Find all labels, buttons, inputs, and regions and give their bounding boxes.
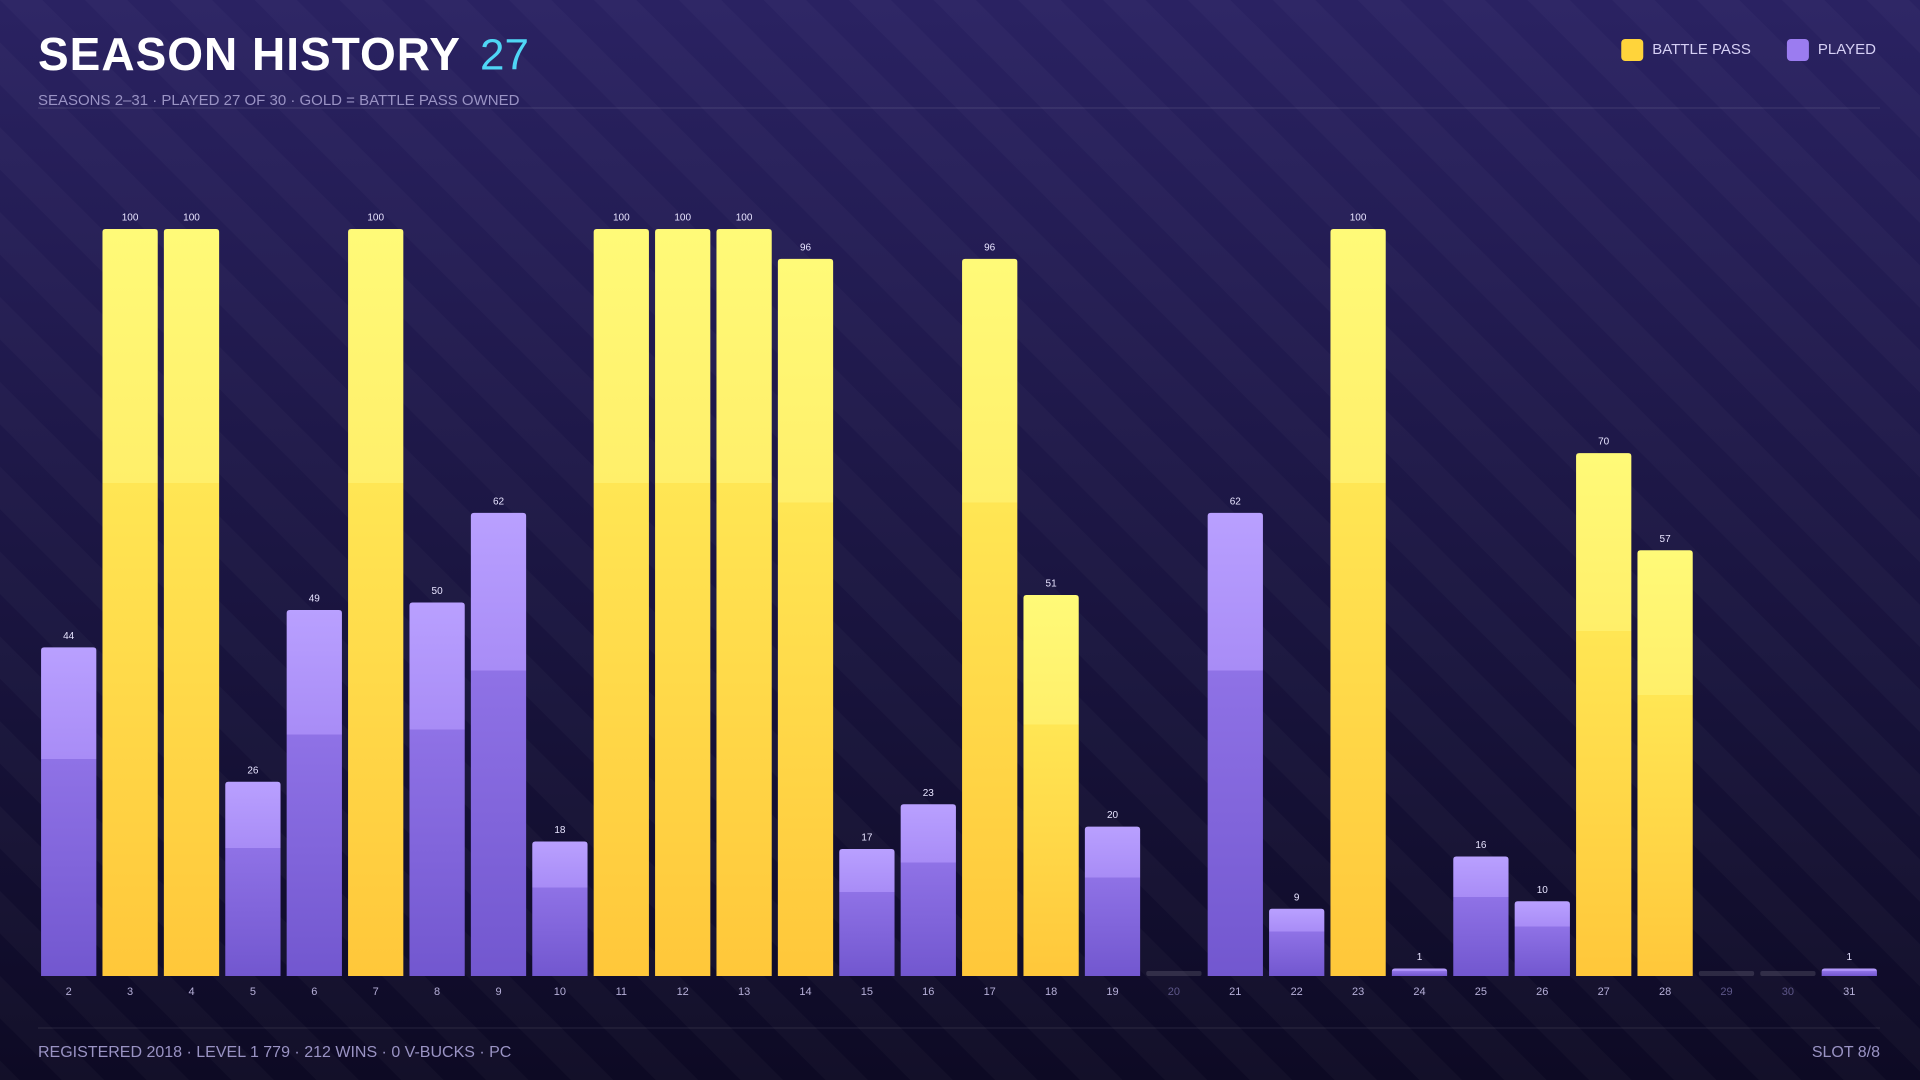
bar [777,258,834,976]
value-label: 96 [800,243,812,254]
bar [1637,550,1693,976]
value-label: 1 [1847,952,1853,963]
value-label: 100 [736,213,753,224]
x-tick-label: 16 [922,986,934,998]
bar [1330,229,1386,976]
bar [1269,908,1325,976]
x-tick-label: 21 [1229,986,1241,998]
x-tick-label: 31 [1843,986,1855,998]
value-label: 100 [613,213,630,224]
x-tick-label: 28 [1659,986,1671,998]
legend-label: BATTLE PASS [1652,41,1751,58]
x-tick-label: 13 [738,986,750,998]
x-tick-label: 19 [1106,986,1118,998]
x-tick-label: 25 [1475,986,1487,998]
value-label: 51 [1046,579,1058,590]
bar [532,841,588,976]
x-tick-label: 29 [1720,986,1732,998]
empty-slot [1698,971,1755,976]
value-label: 17 [861,833,873,844]
value-label: 18 [554,825,566,836]
value-label: 62 [493,497,505,508]
value-label: 100 [183,213,200,224]
bar [1453,856,1509,976]
legend: PLAYED BATTLE PASS [1621,39,1876,61]
x-tick-label: 5 [250,986,256,998]
x-tick-label: 22 [1291,986,1303,998]
value-label: 10 [1537,885,1549,896]
x-tick-label: 9 [495,986,501,998]
x-tick-label: 15 [861,986,873,998]
season-count: 27 [480,31,529,80]
x-tick-label: 14 [799,986,811,998]
bar [286,609,342,976]
footer-stats: REGISTERED 2018 · LEVEL 1 779 · 212 WINS… [38,1044,511,1061]
x-tick-label: 20 [1168,986,1180,998]
bar [41,647,97,976]
x-tick-label: 12 [677,986,689,998]
bar [348,229,404,976]
x-tick-label: 30 [1782,986,1794,998]
empty-slot [1146,971,1202,976]
value-label: 16 [1475,840,1487,851]
legend-label: PLAYED [1818,41,1876,58]
x-tick-label: 24 [1413,986,1425,998]
bar [1514,901,1570,976]
bar [1084,826,1141,976]
value-label: 70 [1598,437,1610,448]
legend-swatch [1786,39,1809,61]
bar [655,229,711,976]
footer-slot: SLOT 8/8 [1812,1044,1880,1061]
x-tick-label: 10 [554,986,566,998]
x-tick-label: 11 [616,986,627,998]
bar [1391,968,1448,976]
value-label: 49 [309,594,321,605]
bar [409,602,465,976]
x-tick-label: 26 [1536,986,1548,998]
bar [1576,453,1632,977]
x-tick-label: 8 [434,986,440,998]
value-label: 23 [923,788,935,799]
value-label: 26 [247,765,259,776]
bar [1821,968,1877,976]
x-tick-label: 17 [984,986,996,998]
bar [962,258,1018,976]
legend-swatch [1621,39,1644,61]
value-label: 100 [122,213,139,224]
value-label: 1 [1417,952,1423,963]
x-tick-label: 4 [188,986,194,998]
bar [716,229,772,976]
plot: 4421003100426549610075086291810100111001… [41,213,1877,998]
bar [163,229,220,976]
value-label: 50 [432,586,444,597]
x-tick-label: 23 [1352,986,1364,998]
x-tick-label: 7 [373,986,379,998]
bar [593,229,649,976]
title: SEASON HISTORY [38,28,461,80]
bar [1207,512,1263,976]
value-label: 100 [1350,213,1367,224]
bar [225,781,281,976]
bar [102,229,158,976]
value-label: 9 [1294,892,1300,903]
value-label: 20 [1107,810,1119,821]
x-tick-label: 18 [1045,986,1057,998]
value-label: 96 [984,243,996,254]
value-label: 100 [674,213,691,224]
bar [900,804,956,976]
bar [1023,595,1079,976]
value-label: 44 [63,631,75,642]
x-tick-label: 6 [311,986,317,998]
x-tick-label: 2 [66,986,72,998]
empty-slot [1760,971,1816,976]
bar [839,849,895,976]
x-tick-label: 27 [1598,986,1610,998]
value-label: 57 [1660,534,1672,545]
bar [470,512,527,976]
subtitle: SEASONS 2–31 · PLAYED 27 OF 30 · GOLD = … [38,92,520,109]
x-tick-label: 3 [127,986,133,998]
value-label: 62 [1230,497,1242,508]
value-label: 100 [367,213,384,224]
